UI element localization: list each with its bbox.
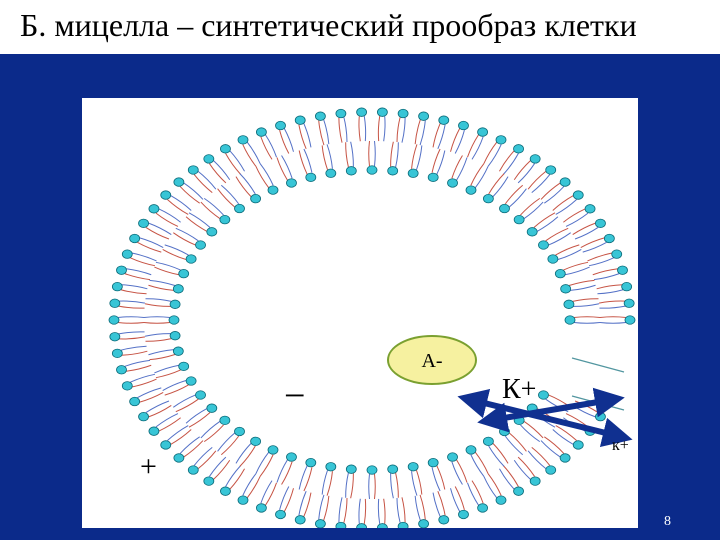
svg-text:−: − [284,375,305,417]
svg-text:А-: А- [421,350,442,372]
svg-text:+: + [140,450,157,483]
slide-title: Б. мицелла – синтетический прообраз клет… [20,8,700,44]
svg-text:К+: К+ [502,374,536,405]
micelle-diagram: А- К+ к+ − + [82,98,638,528]
title-band: Б. мицелла – синтетический прообраз клет… [0,0,720,54]
slide: Б. мицелла – синтетический прообраз клет… [0,0,720,540]
page-number: 8 [664,514,671,530]
figure-area: А- К+ к+ − + [82,98,638,528]
svg-text:к+: к+ [612,437,629,454]
